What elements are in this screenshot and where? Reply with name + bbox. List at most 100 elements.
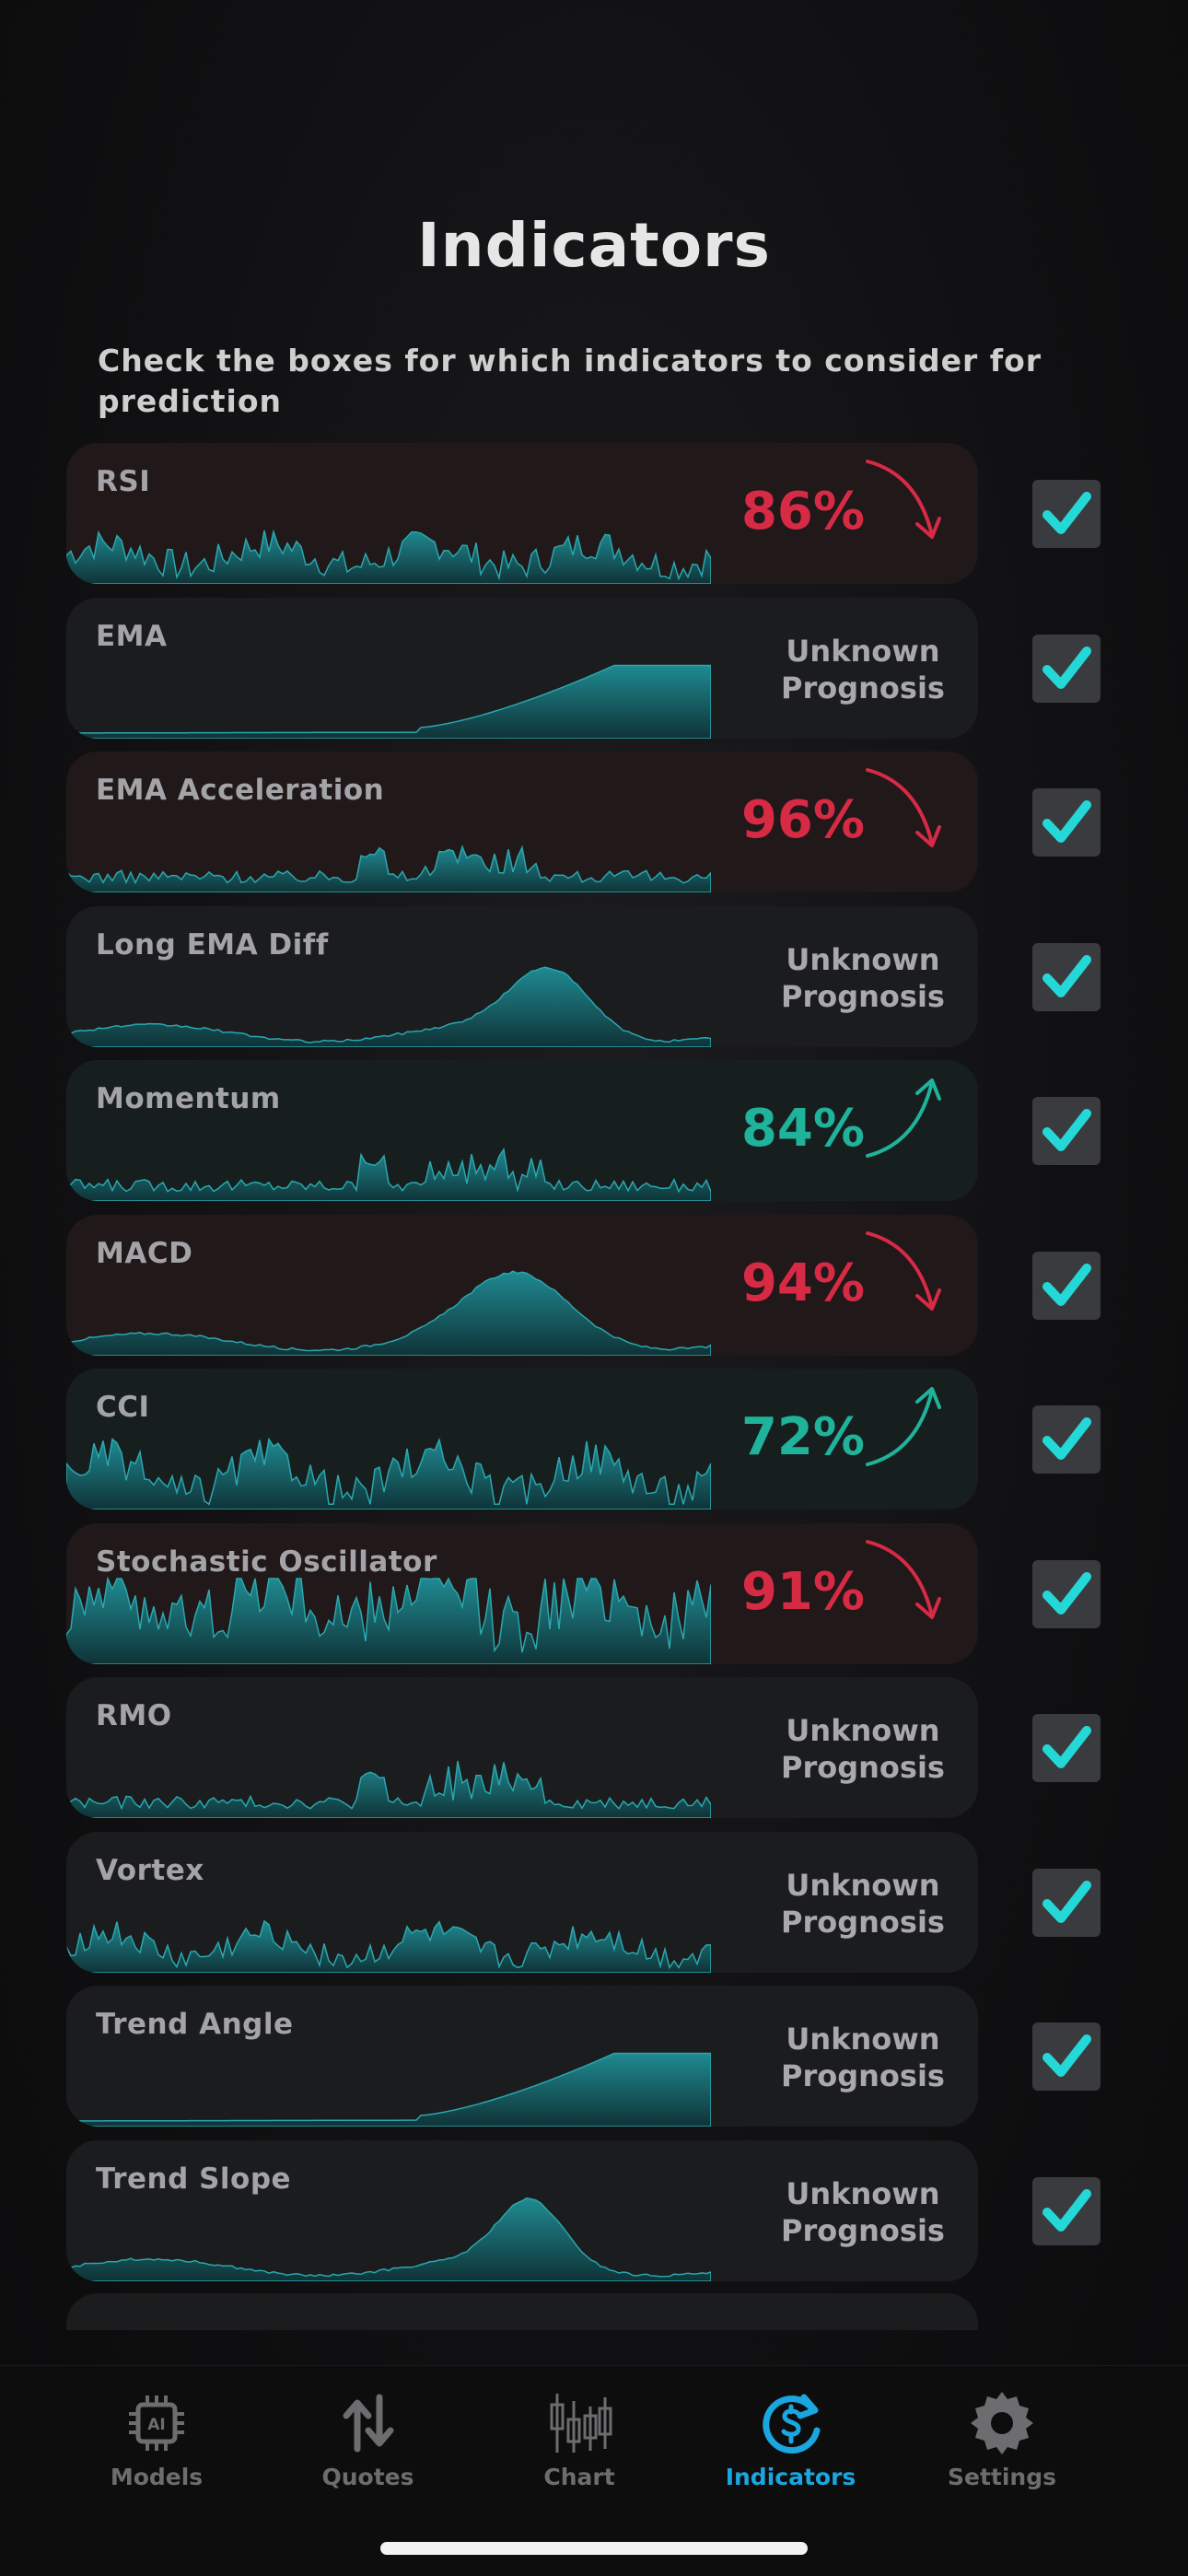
tab-bar: AI Models Quotes Chart Indicators Settings xyxy=(0,2365,1188,2576)
prognosis-percent: 84% xyxy=(740,1099,866,1159)
svg-text:AI: AI xyxy=(147,2416,165,2434)
indicator-card: EMA Acceleration 96% xyxy=(66,752,978,892)
page-title: Indicators xyxy=(417,210,771,281)
indicator-name: Trend Angle xyxy=(96,2008,294,2041)
indicator-card: Trend Slope Unknown Prognosis xyxy=(66,2140,978,2281)
tab-label: Quotes xyxy=(321,2464,414,2490)
indicator-checkbox[interactable] xyxy=(1032,2022,1101,2091)
indicator-sparkline xyxy=(66,1761,711,1818)
prognosis-percent: 86% xyxy=(740,482,866,542)
indicator-checkbox[interactable] xyxy=(1032,1405,1101,1474)
checkmark-icon xyxy=(1042,492,1091,534)
refresh-dollar-icon xyxy=(762,2394,820,2454)
indicator-card: CCI 72% xyxy=(66,1369,978,1509)
indicator-name: RMO xyxy=(96,1699,172,1732)
indicator-card: Momentum 84% xyxy=(66,1060,978,1201)
indicator-name: EMA Acceleration xyxy=(96,774,385,807)
indicator-card: EMA Unknown Prognosis xyxy=(66,598,978,739)
trend-down-arrow-icon xyxy=(866,1231,941,1311)
tab-indicators[interactable]: Indicators xyxy=(672,2388,910,2499)
indicator-sparkline xyxy=(66,1919,711,1973)
indicator-name: Vortex xyxy=(96,1854,204,1887)
trend-up-arrow-icon xyxy=(866,1078,941,1158)
indicator-sparkline xyxy=(66,1147,711,1201)
tab-settings[interactable]: Settings xyxy=(883,2388,1121,2499)
indicator-checkbox[interactable] xyxy=(1032,1869,1101,1937)
indicator-card: Vortex Unknown Prognosis xyxy=(66,1832,978,1973)
checkmark-icon xyxy=(1042,800,1091,843)
prognosis-unknown: Unknown Prognosis xyxy=(781,2176,945,2248)
ai-chip-icon: AI xyxy=(129,2395,184,2451)
indicator-checkbox[interactable] xyxy=(1032,2177,1101,2245)
tab-label: Models xyxy=(110,2464,204,2490)
home-indicator[interactable] xyxy=(380,2542,808,2555)
indicator-checkbox[interactable] xyxy=(1032,788,1101,857)
indicator-card-partial xyxy=(66,2293,978,2330)
indicator-sparkline xyxy=(66,1437,711,1509)
indicator-card: Stochastic Oscillator 91% xyxy=(66,1523,978,1664)
prognosis-percent: 94% xyxy=(740,1253,866,1313)
prognosis-unknown: Unknown Prognosis xyxy=(781,634,945,705)
indicator-checkbox[interactable] xyxy=(1032,1252,1101,1320)
indicator-card: Trend Angle Unknown Prognosis xyxy=(66,1986,978,2127)
indicator-checkbox[interactable] xyxy=(1032,943,1101,1011)
indicator-sparkline xyxy=(66,845,711,892)
tab-label: Indicators xyxy=(725,2464,856,2490)
checkmark-icon xyxy=(1042,1726,1091,1768)
indicator-checkbox[interactable] xyxy=(1032,1097,1101,1165)
prognosis-unknown: Unknown Prognosis xyxy=(781,2022,945,2093)
indicator-card: MACD 94% xyxy=(66,1215,978,1356)
indicator-sparkline xyxy=(66,966,711,1047)
indicator-name: Long EMA Diff xyxy=(96,928,329,962)
indicator-name: MACD xyxy=(96,1237,193,1270)
checkmark-icon xyxy=(1042,647,1091,689)
indicator-card: RSI 86% xyxy=(66,443,978,584)
checkmark-icon xyxy=(1042,1572,1091,1614)
indicator-name: RSI xyxy=(96,465,151,498)
indicator-checkbox[interactable] xyxy=(1032,635,1101,703)
indicator-card: Long EMA Diff Unknown Prognosis xyxy=(66,906,978,1047)
indicator-checkbox[interactable] xyxy=(1032,480,1101,548)
trend-down-arrow-icon xyxy=(866,460,941,539)
prognosis-unknown: Unknown Prognosis xyxy=(781,942,945,1014)
indicator-sparkline xyxy=(66,2197,711,2281)
indicator-name: EMA xyxy=(96,620,168,653)
candlestick-icon xyxy=(550,2394,612,2453)
indicator-sparkline xyxy=(66,1270,711,1356)
checkmark-icon xyxy=(1042,1264,1091,1306)
tab-chart[interactable]: Chart xyxy=(460,2388,698,2499)
indicator-sparkline xyxy=(66,664,711,739)
tab-quotes[interactable]: Quotes xyxy=(250,2388,487,2499)
prognosis-unknown: Unknown Prognosis xyxy=(781,1713,945,1785)
up-down-arrows-icon xyxy=(343,2394,393,2453)
trend-down-arrow-icon xyxy=(866,1540,941,1619)
indicator-name: Momentum xyxy=(96,1082,281,1115)
prognosis-percent: 72% xyxy=(740,1407,866,1467)
trend-up-arrow-icon xyxy=(866,1387,941,1466)
trend-down-arrow-icon xyxy=(866,768,941,847)
checkmark-icon xyxy=(1042,1109,1091,1151)
indicator-name: Stochastic Oscillator xyxy=(96,1545,437,1579)
gear-icon xyxy=(971,2392,1033,2454)
page-instructions: Check the boxes for which indicators to … xyxy=(98,343,1042,419)
indicator-sparkline xyxy=(66,1576,711,1664)
indicator-checkbox[interactable] xyxy=(1032,1714,1101,1782)
tab-label: Chart xyxy=(543,2464,615,2490)
prognosis-unknown: Unknown Prognosis xyxy=(781,1868,945,1940)
indicator-name: Trend Slope xyxy=(96,2162,292,2196)
indicator-checkbox[interactable] xyxy=(1032,1560,1101,1628)
checkmark-icon xyxy=(1042,2034,1091,2077)
checkmark-icon xyxy=(1042,1417,1091,1460)
indicator-sparkline xyxy=(66,529,711,584)
checkmark-icon xyxy=(1042,955,1091,997)
prognosis-percent: 91% xyxy=(740,1562,866,1622)
indicator-list[interactable]: RSI 86% EMA Unknown Prognosis EMA Accelerati… xyxy=(0,0,1188,2312)
checkmark-icon xyxy=(1042,2189,1091,2232)
indicator-card: RMO Unknown Prognosis xyxy=(66,1677,978,1818)
prognosis-percent: 96% xyxy=(740,790,866,850)
tab-label: Settings xyxy=(947,2464,1056,2490)
checkmark-icon xyxy=(1042,1881,1091,1923)
tab-models[interactable]: AI Models xyxy=(38,2388,275,2499)
indicator-name: CCI xyxy=(96,1391,150,1424)
indicator-sparkline xyxy=(66,2052,711,2127)
